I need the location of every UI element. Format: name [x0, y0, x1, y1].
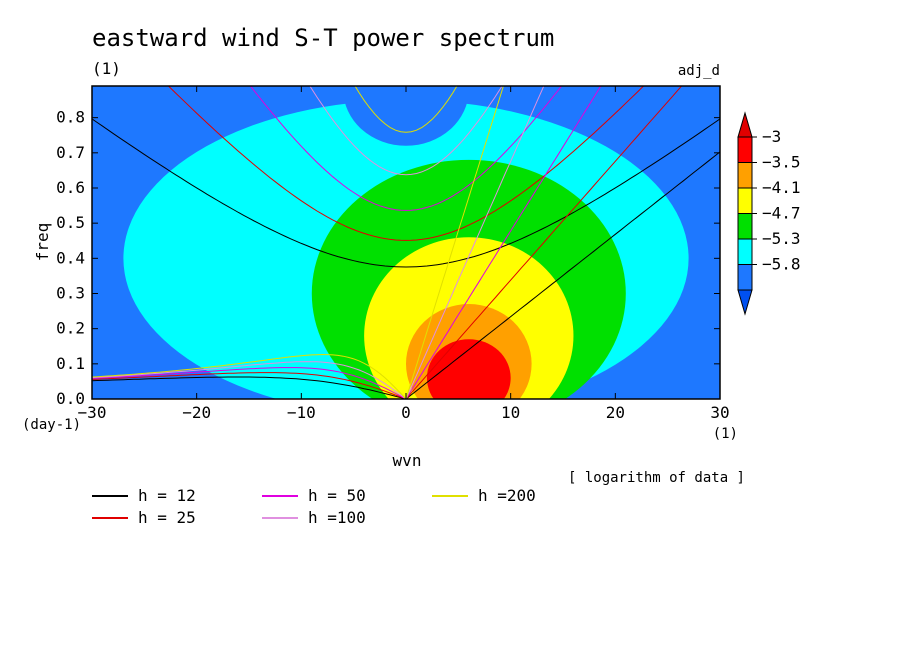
x-tick-label: −10	[287, 403, 316, 422]
colorbar-swatch	[737, 213, 753, 240]
colorbar-min-arrow	[737, 289, 753, 316]
legend-label: h =200	[478, 486, 536, 505]
rossby-curve	[92, 372, 407, 399]
colorbar-label: −3	[762, 127, 781, 146]
y-tick-label: 0.1	[56, 354, 85, 373]
colorbar-label: −4.7	[762, 204, 801, 223]
kelvin-curve	[405, 151, 720, 399]
colorbar-label: −5.8	[762, 255, 801, 274]
x-tick-label: 10	[501, 403, 520, 422]
y-tick-label: 0.7	[56, 143, 85, 162]
kelvin-curve	[405, 86, 504, 399]
contour-region	[426, 339, 511, 399]
contour-region	[343, 86, 469, 146]
y-axis-units: (day-1)	[22, 417, 81, 433]
colorbar-swatch	[737, 238, 753, 265]
legend-label: h = 50	[308, 486, 366, 505]
y-tick-label: 0.8	[56, 108, 85, 127]
colorbar-label: −3.5	[762, 153, 801, 172]
y-tick-label: 0.6	[56, 178, 85, 197]
rossby-curve	[92, 361, 407, 399]
dispersion-curves	[92, 86, 720, 399]
kelvin-curve	[405, 86, 545, 399]
gravity-curve	[354, 86, 458, 133]
colorbar-swatch	[737, 162, 753, 189]
legend-label: h =100	[308, 508, 366, 527]
colorbar-swatch	[737, 136, 753, 163]
colorbar-label: −5.3	[762, 229, 801, 248]
data-note: [ logarithm of data ]	[568, 470, 745, 486]
y-tick-label: 0.0	[56, 389, 85, 408]
y-tick-label: 0.3	[56, 283, 85, 302]
kelvin-curve	[405, 86, 602, 399]
gravity-curve	[249, 86, 563, 211]
x-tick-label: 20	[606, 403, 625, 422]
legend-label: h = 25	[138, 508, 196, 527]
axes: −30 −20 −10 0 10 20 30 0.0 0.1 0.2 0.3 0.4 0.5 0.6 0.7…	[56, 86, 730, 422]
x-tick-label: −20	[182, 403, 211, 422]
title-units: (1)	[92, 59, 121, 78]
x-tick-label: −30	[78, 403, 107, 422]
plot-area	[91, 85, 721, 400]
rossby-curve	[92, 376, 407, 399]
filled-contours	[123, 86, 689, 399]
colorbar-label: −4.1	[762, 178, 801, 197]
gravity-curve	[167, 86, 645, 241]
run-label: adj_d	[678, 63, 720, 79]
chart-title: eastward wind S-T power spectrum	[92, 24, 554, 52]
gravity-curve	[309, 86, 503, 176]
colorbar-max-arrow	[737, 111, 753, 138]
gravity-curve	[92, 118, 720, 268]
legend-label: h = 12	[138, 486, 196, 505]
x-tick-label: 30	[710, 403, 729, 422]
colorbar-swatch	[737, 187, 753, 214]
legend: h = 12 h = 25 h = 50 h =100 h =200	[92, 486, 536, 527]
x-axis-units: (1)	[713, 426, 738, 442]
rossby-curve	[92, 353, 407, 399]
kelvin-curve	[405, 86, 683, 399]
x-axis-label: wvn	[393, 451, 422, 470]
colorbar-swatch	[737, 264, 753, 291]
y-axis-label: freq	[33, 223, 52, 262]
colorbar: −3 −3.5 −4.1 −4.7 −5.3 −5.8	[737, 111, 801, 316]
y-tick-label: 0.5	[56, 213, 85, 232]
rossby-curve	[92, 367, 407, 399]
y-tick-label: 0.4	[56, 248, 85, 267]
x-tick-label: 0	[401, 403, 411, 422]
y-tick-label: 0.2	[56, 319, 85, 338]
